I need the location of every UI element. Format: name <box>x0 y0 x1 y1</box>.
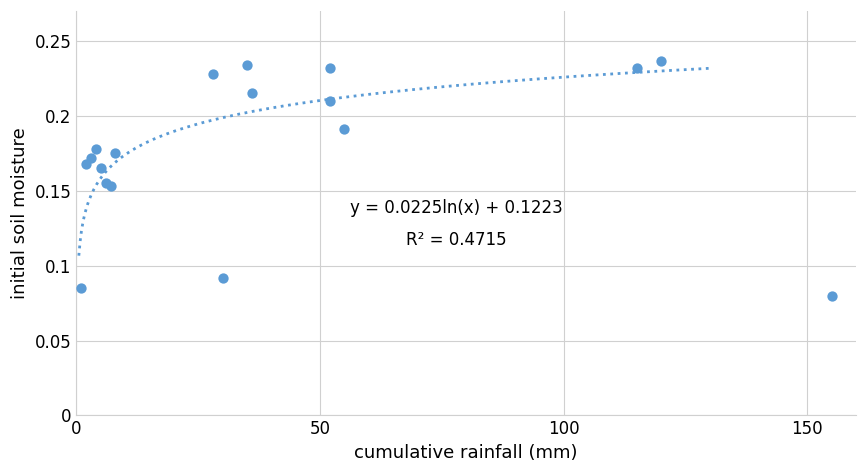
Point <box>323 64 336 72</box>
Point <box>216 274 230 281</box>
Point <box>825 292 838 299</box>
Point <box>629 64 643 72</box>
Point <box>205 70 219 78</box>
Text: y = 0.0225ln(x) + 0.1223
R² = 0.4715: y = 0.0225ln(x) + 0.1223 R² = 0.4715 <box>350 199 563 249</box>
Point <box>323 97 336 105</box>
Point <box>94 165 108 172</box>
Point <box>79 160 93 167</box>
Y-axis label: initial soil moisture: initial soil moisture <box>11 127 29 299</box>
Point <box>75 284 88 292</box>
Point <box>337 126 351 133</box>
Point <box>89 145 103 153</box>
Point <box>108 149 122 157</box>
Point <box>240 61 254 69</box>
Point <box>103 183 117 190</box>
Point <box>244 90 258 97</box>
Point <box>99 180 113 187</box>
Point <box>84 154 98 162</box>
Point <box>654 57 668 64</box>
X-axis label: cumulative rainfall (mm): cumulative rainfall (mm) <box>355 444 578 462</box>
